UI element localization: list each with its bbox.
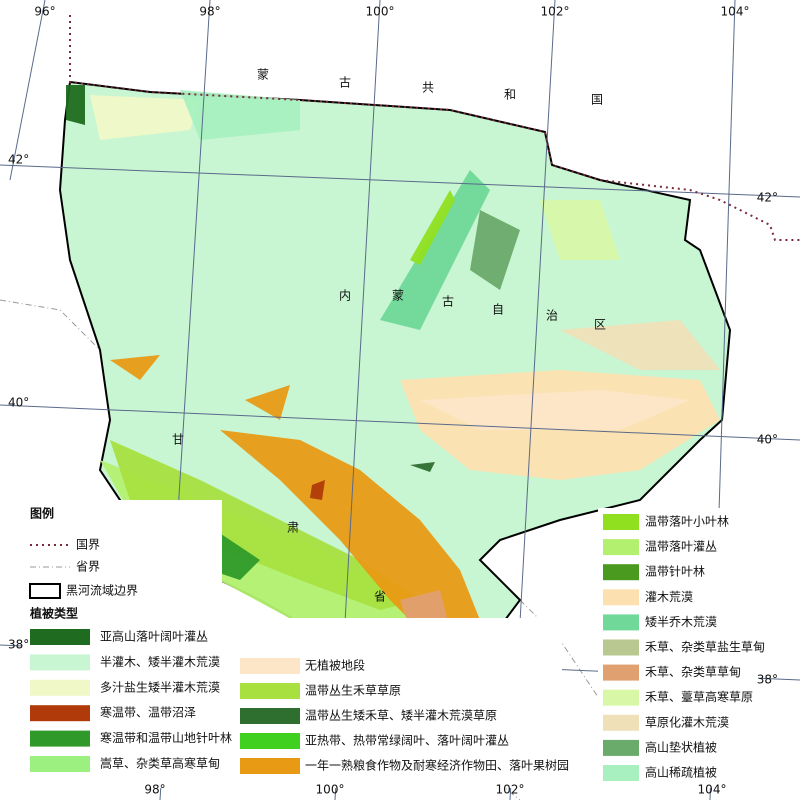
place-label: 古 — [339, 75, 351, 90]
legend-label: 高山垫状植被 — [645, 739, 717, 754]
vegetation-patch — [90, 95, 200, 140]
place-label: 治 — [546, 309, 558, 323]
grid-label: 98° — [199, 5, 220, 19]
legend-swatch — [603, 689, 639, 706]
vegetation-patch — [110, 355, 160, 380]
place-label: 省 — [374, 590, 386, 604]
grid-label: 100° — [366, 5, 395, 19]
legend-swatch — [30, 654, 90, 671]
grid-label: 102° — [541, 5, 570, 19]
place-label: 区 — [594, 318, 606, 332]
legend-label: 温带针叶林 — [645, 564, 705, 579]
labels: 96° 98° 100° 102° 104° 98° 100° 102° 104° 42° 40° 3… — [8, 5, 778, 797]
legend-swatch — [30, 730, 90, 747]
legend-label: 温带落叶灌丛 — [645, 540, 717, 554]
place-label: 肃 — [287, 521, 299, 535]
legend-swatch — [240, 683, 300, 699]
legend-swatch — [603, 514, 639, 530]
legend-label: 禾草、薹草高寒草原 — [645, 689, 753, 704]
place-label: 国 — [591, 93, 603, 107]
legend-title: 图例 — [30, 506, 54, 521]
grid-label: 38° — [8, 638, 29, 652]
basin-boundary-swatch — [29, 583, 61, 599]
legend-label: 灌木荒漠 — [645, 590, 693, 604]
place-label: 自 — [492, 303, 504, 317]
legend-swatch — [30, 679, 90, 696]
legend-swatch — [603, 714, 639, 731]
place-label: 蒙 — [392, 289, 404, 303]
legend-swatch — [30, 705, 90, 722]
vegetation-patch — [540, 200, 620, 260]
legend-title: 植被类型 — [29, 606, 78, 621]
vegetation-patch — [310, 480, 325, 500]
legend-label: 嵩草、杂类草高寒草甸 — [100, 756, 220, 771]
grid-label: 40° — [757, 433, 778, 447]
grid-label: 100° — [316, 783, 345, 797]
legend-swatch — [30, 756, 90, 772]
legend-swatch — [603, 589, 639, 606]
legend-label: 温带丛生禾草草原 — [305, 684, 401, 698]
grid-label: 42° — [8, 153, 29, 167]
legend-swatch — [603, 739, 639, 756]
legend-label: 草原化灌木荒漠 — [645, 715, 729, 729]
legend-label: 无植被地段 — [305, 658, 365, 673]
legend-label: 多汁盐生矮半灌木荒漠 — [100, 680, 220, 694]
legend-swatch — [30, 629, 90, 645]
legend-swatch — [603, 539, 639, 556]
vegetation-patch — [470, 210, 520, 290]
grid-label: 42° — [757, 191, 778, 205]
legend-swatch — [240, 658, 300, 674]
place-label: 甘 — [172, 433, 184, 447]
legend-label: 温带丛生矮禾草、矮半灌木荒漠草原 — [305, 709, 497, 723]
legend-label: 省界 — [76, 560, 100, 574]
vegetation-patch — [66, 85, 85, 125]
legend-label: 温带落叶小叶林 — [645, 515, 729, 529]
place-label: 和 — [504, 88, 516, 102]
vegetation-patch — [560, 320, 720, 370]
legend-swatch — [603, 614, 639, 631]
legend-swatch — [240, 708, 300, 724]
legend-swatch — [603, 564, 639, 581]
legend-label: 寒温带、温带沼泽 — [100, 705, 196, 720]
legend-label: 禾草、杂类草草甸 — [645, 665, 741, 679]
vegetation-patch — [410, 190, 455, 265]
grid-label: 38° — [757, 673, 778, 687]
vegetation-patch — [420, 390, 690, 430]
vegetation-patch — [245, 385, 290, 420]
place-label: 古 — [442, 294, 454, 309]
grid-label: 104° — [698, 783, 727, 797]
place-label: 内 — [339, 289, 351, 303]
vegetation-patch — [410, 462, 435, 472]
legend-swatch — [240, 733, 300, 749]
legend-label: 黑河流域边界 — [66, 584, 138, 598]
vegetation-patch — [110, 440, 420, 610]
legend-label: 矮半乔木荒漠 — [645, 615, 717, 629]
legend-label: 一年一熟粮食作物及耐寒经济作物田、落叶果树园 — [305, 758, 569, 773]
legend-label: 半灌木、矮半灌木荒漠 — [100, 655, 220, 669]
place-label: 蒙 — [257, 68, 269, 82]
grid-label: 98° — [144, 783, 165, 797]
grid-label: 102° — [496, 783, 525, 797]
place-label: 共 — [422, 81, 434, 95]
legend-label: 高山稀疏植被 — [645, 765, 717, 780]
legend-label: 寒温带和温带山地针叶林 — [100, 730, 232, 745]
vegetation-patch — [180, 90, 300, 140]
legend-label: 国界 — [76, 538, 100, 552]
legend-label: 亚高山落叶阔叶灌丛 — [100, 629, 208, 644]
grid-label: 104° — [721, 5, 750, 19]
legend-swatch — [603, 639, 639, 656]
grid-label: 40° — [8, 396, 29, 410]
vegetation-patch — [380, 170, 490, 330]
legend-label: 禾草、杂类草盐生草甸 — [645, 640, 765, 654]
legend-swatch — [603, 765, 639, 781]
legend-label: 亚热带、热带常绿阔叶、落叶阔叶灌丛 — [305, 733, 509, 748]
grid-label: 96° — [34, 5, 55, 19]
legend-swatch — [603, 664, 639, 681]
legend-swatch — [240, 758, 300, 774]
